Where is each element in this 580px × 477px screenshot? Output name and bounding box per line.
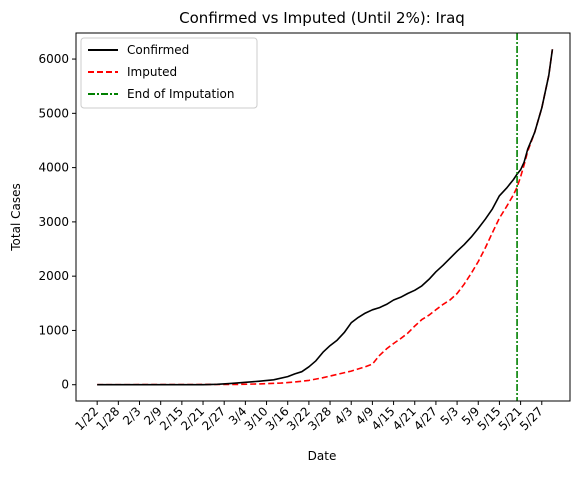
y-tick-label: 1000 (38, 323, 69, 337)
x-tick-label: 2/3 (120, 404, 144, 428)
x-tick-label: 2/27 (199, 404, 228, 433)
y-axis: 0 1000 2000 3000 4000 5000 6000 (38, 52, 76, 392)
y-tick-label: 6000 (38, 52, 69, 66)
y-tick-label: 3000 (38, 215, 69, 229)
x-tick-label: 3/28 (305, 404, 334, 433)
legend-label-confirmed: Confirmed (127, 43, 189, 57)
x-tick-label: 4/27 (411, 404, 440, 433)
series-line-confirmed (97, 49, 554, 386)
y-axis-label: Total Cases (9, 183, 23, 251)
x-tick-label: 5/3 (438, 404, 462, 428)
series-line-imputed (97, 49, 554, 386)
y-tick-label: 4000 (38, 161, 69, 175)
chart-title: Confirmed vs Imputed (Until 2%): Iraq (179, 9, 465, 27)
legend-label-imputed: Imputed (127, 65, 177, 79)
plot-frame (75, 32, 571, 402)
x-axis-label: Date (308, 449, 337, 463)
y-tick-label: 5000 (38, 106, 69, 120)
legend: Confirmed Imputed End of Imputation (80, 37, 258, 109)
x-tick-label: 1/28 (94, 404, 123, 433)
x-axis: 1/221/282/32/92/152/212/273/43/103/163/2… (72, 401, 546, 433)
series-layer (97, 33, 554, 401)
legend-label-end-of-imputation: End of Imputation (127, 87, 235, 101)
plot-area (75, 32, 571, 402)
x-tick-label: 4/3 (332, 404, 356, 428)
y-tick-label: 0 (61, 378, 69, 392)
y-tick-label: 2000 (38, 269, 69, 283)
x-tick-label: 5/27 (517, 404, 546, 433)
legend-frame (80, 37, 258, 109)
